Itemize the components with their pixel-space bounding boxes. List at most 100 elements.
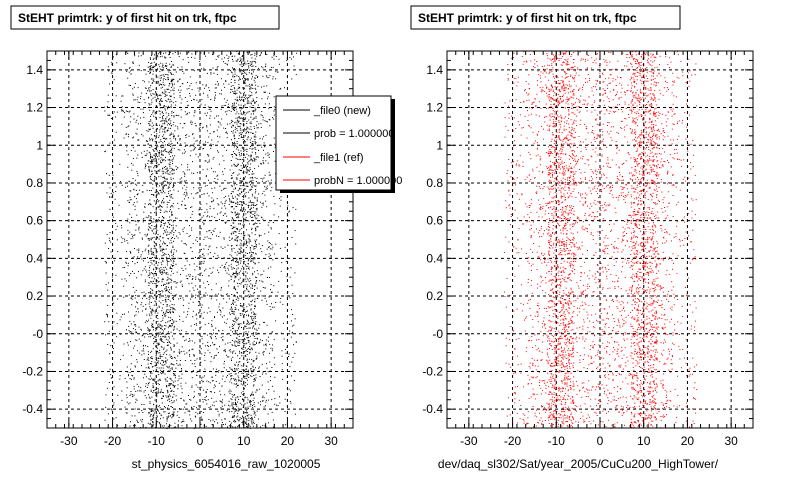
scatter-point: [151, 273, 153, 274]
scatter-point: [168, 383, 170, 385]
scatter-point: [130, 378, 132, 380]
scatter-point: [203, 223, 205, 225]
scatter-point: [266, 324, 268, 326]
scatter-point: [156, 415, 158, 417]
scatter-point: [154, 272, 156, 274]
scatter-point: [158, 206, 160, 208]
scatter-point: [129, 395, 131, 397]
scatter-point: [195, 412, 197, 414]
scatter-point: [155, 210, 157, 212]
scatter-point: [171, 115, 173, 117]
scatter-point: [121, 390, 123, 392]
scatter-point: [183, 72, 185, 74]
scatter-point: [201, 209, 203, 210]
scatter-point: [250, 420, 252, 422]
scatter-point: [159, 269, 161, 271]
scatter-point: [170, 307, 172, 309]
scatter-point: [138, 55, 140, 57]
scatter-point: [255, 153, 257, 155]
scatter-point: [130, 85, 131, 86]
scatter-point: [232, 197, 234, 199]
scatter-point: [185, 403, 187, 405]
scatter-point: [181, 286, 183, 287]
scatter-point: [122, 267, 124, 269]
scatter-point: [204, 287, 206, 289]
scatter-point: [240, 188, 242, 190]
scatter-point: [121, 278, 123, 280]
scatter-point: [229, 314, 231, 315]
scatter-point: [200, 146, 202, 148]
scatter-point: [166, 289, 168, 291]
scatter-point: [117, 394, 119, 396]
scatter-point: [231, 219, 233, 221]
scatter-point: [184, 192, 186, 194]
scatter-point: [223, 257, 225, 259]
scatter-point: [255, 282, 257, 284]
scatter-point: [164, 185, 165, 187]
scatter-point: [112, 56, 114, 58]
scatter-point: [263, 85, 265, 87]
scatter-point: [202, 343, 204, 345]
scatter-point: [215, 327, 217, 329]
scatter-point: [169, 377, 171, 379]
scatter-point: [127, 154, 129, 156]
scatter-point: [222, 215, 224, 216]
scatter-point: [173, 189, 175, 191]
scatter-point: [235, 106, 237, 108]
scatter-point: [161, 153, 162, 155]
scatter-point: [233, 415, 235, 416]
scatter-point: [238, 195, 240, 197]
scatter-point: [241, 146, 243, 148]
scatter-point: [163, 347, 165, 349]
scatter-point: [245, 72, 247, 74]
scatter-point: [167, 286, 169, 288]
scatter-point: [261, 206, 263, 208]
scatter-point: [239, 117, 241, 119]
scatter-point: [249, 352, 250, 354]
scatter-point: [221, 422, 223, 423]
scatter-point: [159, 258, 161, 260]
scatter-point: [113, 139, 115, 141]
scatter-point: [166, 116, 168, 118]
scatter-point: [243, 306, 245, 308]
scatter-point: [232, 222, 234, 224]
scatter-point: [265, 189, 267, 191]
scatter-point: [148, 97, 150, 99]
scatter-point: [230, 358, 232, 360]
scatter-point: [172, 221, 174, 223]
scatter-point: [232, 218, 234, 220]
scatter-point: [135, 289, 137, 291]
scatter-point: [223, 238, 225, 240]
scatter-point: [185, 244, 187, 246]
scatter-point: [159, 79, 161, 81]
scatter-point: [189, 340, 191, 342]
scatter-point: [257, 402, 259, 404]
scatter-point: [197, 156, 199, 158]
scatter-point: [165, 109, 166, 111]
scatter-point: [170, 383, 172, 385]
scatter-point: [192, 354, 194, 356]
scatter-point: [273, 390, 275, 392]
scatter-point: [165, 395, 167, 397]
scatter-point: [151, 410, 153, 412]
scatter-point: [250, 54, 252, 56]
scatter-point: [146, 189, 148, 191]
scatter-point: [243, 404, 245, 406]
scatter-point: [244, 218, 246, 220]
scatter-point: [150, 351, 152, 353]
scatter-point: [170, 133, 172, 135]
scatter-point: [223, 98, 225, 100]
scatter-point: [236, 128, 238, 129]
scatter-point: [233, 76, 235, 78]
scatter-point: [228, 236, 230, 238]
scatter-point: [167, 395, 169, 397]
scatter-point: [266, 300, 267, 302]
scatter-point: [129, 250, 131, 252]
scatter-point: [248, 205, 250, 207]
scatter-point: [244, 61, 246, 63]
scatter-point: [171, 110, 173, 112]
scatter-point: [239, 177, 241, 179]
scatter-point: [238, 120, 240, 122]
scatter-point: [158, 271, 160, 273]
scatter-point: [137, 421, 138, 423]
